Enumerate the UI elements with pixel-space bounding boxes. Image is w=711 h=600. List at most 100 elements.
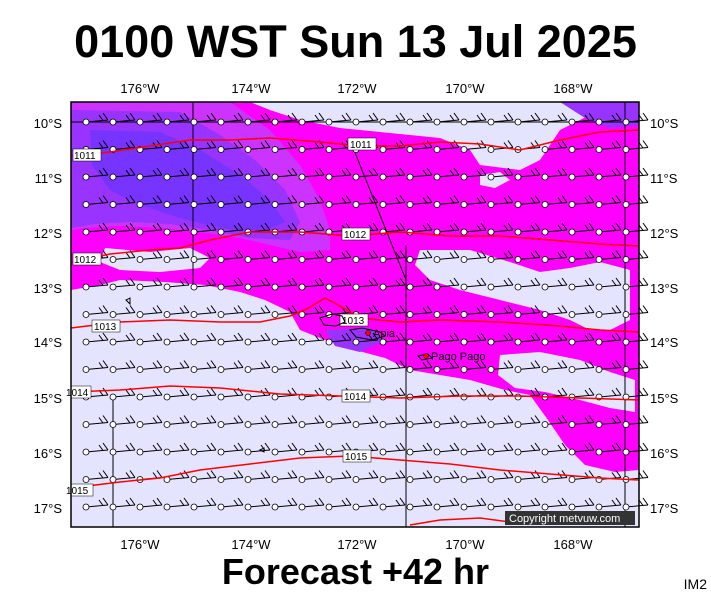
wind-barb xyxy=(460,442,487,456)
wind-barb xyxy=(514,167,541,181)
wind-barb xyxy=(352,250,379,263)
wind-barb xyxy=(190,222,217,236)
wind-barb xyxy=(379,305,406,318)
wind-barb xyxy=(487,195,514,208)
wind-barb xyxy=(541,222,568,236)
wind-barb xyxy=(82,332,109,346)
wind-barb xyxy=(460,332,487,346)
wind-barb xyxy=(433,140,460,153)
wind-barb xyxy=(325,112,352,126)
lon-label: 170°W xyxy=(445,81,485,96)
wind-barb xyxy=(325,497,352,511)
wind-barb xyxy=(460,250,487,263)
place-label-pago-pago: Pago Pago xyxy=(431,351,485,363)
isobar-label: 1013 xyxy=(94,322,117,333)
wind-barb xyxy=(406,360,433,373)
wind-barb xyxy=(217,470,244,483)
wind-barb xyxy=(379,360,406,373)
wind-barb xyxy=(541,277,568,291)
wind-barb xyxy=(325,470,352,483)
product-code: IM2 xyxy=(683,576,707,592)
wind-barb xyxy=(460,360,487,373)
isobar-1016 xyxy=(409,517,511,526)
wind-barb xyxy=(82,305,109,318)
wind-barb xyxy=(595,167,622,181)
wind-barb xyxy=(271,305,298,318)
pago-pago-marker xyxy=(423,353,429,359)
wind-barb xyxy=(271,195,298,208)
wind-barb xyxy=(487,305,514,318)
wind-barb xyxy=(433,305,460,318)
lat-label: 17°S xyxy=(34,501,63,516)
isobar-label: 1011 xyxy=(74,151,96,162)
wind-barb xyxy=(82,415,109,428)
wind-barb xyxy=(541,415,568,428)
wind-barb xyxy=(217,360,244,373)
wind-barb xyxy=(460,195,487,208)
wind-barb xyxy=(163,387,190,401)
wind-barb xyxy=(163,140,190,153)
wind-barb xyxy=(460,415,487,428)
wind-barb xyxy=(109,442,136,456)
wind-barb xyxy=(433,112,460,126)
wind-barb xyxy=(514,112,541,126)
wind-barb xyxy=(568,167,595,181)
island-savaii xyxy=(319,313,346,327)
island-small-2 xyxy=(258,447,265,453)
wind-barb xyxy=(541,112,568,126)
wind-barb xyxy=(190,305,217,318)
lon-label: 168°W xyxy=(553,81,593,96)
lat-label: 16°S xyxy=(34,446,63,461)
lon-label: 170°W xyxy=(445,537,485,552)
wind-barb xyxy=(595,277,622,291)
wind-barb xyxy=(244,470,271,483)
isobar-1012 xyxy=(70,231,640,263)
wind-barb xyxy=(406,442,433,456)
wind-barb xyxy=(325,332,352,346)
wind-barb xyxy=(406,497,433,511)
wind-barb xyxy=(298,112,325,126)
wind-barb xyxy=(109,112,136,126)
wind-barb xyxy=(595,415,622,428)
rain-gap-east xyxy=(415,250,630,330)
wind-barb xyxy=(622,222,649,236)
wind-barb xyxy=(82,195,109,208)
wind-barb xyxy=(163,112,190,126)
wind-barb xyxy=(433,442,460,456)
wind-barb xyxy=(514,415,541,428)
wind-barb xyxy=(244,415,271,428)
wind-barb xyxy=(163,195,190,208)
wind-barb xyxy=(163,332,190,346)
lat-label: 17°S xyxy=(650,501,679,516)
apia-marker xyxy=(365,330,371,336)
wind-barb xyxy=(595,140,622,153)
wind-barb xyxy=(568,250,595,263)
wind-barb xyxy=(595,112,622,126)
wind-barb xyxy=(244,305,271,318)
wind-barb xyxy=(487,112,514,126)
wind-barb xyxy=(487,415,514,428)
wind-barb xyxy=(298,332,325,346)
isobar-label: 1012 xyxy=(344,230,367,241)
wind-barb xyxy=(163,415,190,428)
wind-barb xyxy=(379,470,406,483)
wind-barb xyxy=(298,415,325,428)
wind-barb xyxy=(244,140,271,153)
wind-barb xyxy=(82,470,109,483)
wind-barb xyxy=(433,332,460,346)
wind-barb xyxy=(82,497,109,511)
wind-barb xyxy=(217,222,244,236)
lat-label: 12°S xyxy=(650,226,679,241)
wind-barb xyxy=(433,222,460,236)
wind-barb xyxy=(595,250,622,263)
wind-barb xyxy=(379,497,406,511)
wind-barb xyxy=(244,360,271,373)
wind-barb xyxy=(514,250,541,263)
wind-barb xyxy=(460,112,487,126)
lon-label: 174°W xyxy=(231,81,271,96)
wind-barb xyxy=(136,222,163,236)
wind-barb xyxy=(595,442,622,456)
wind-barb xyxy=(271,332,298,346)
wind-barb xyxy=(541,497,568,511)
